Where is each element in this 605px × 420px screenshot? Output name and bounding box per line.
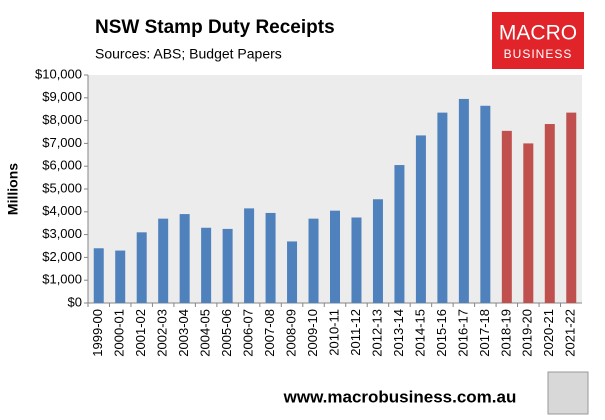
- chart-subtitle: Sources: ABS; Budget Papers: [95, 46, 282, 62]
- x-tick-label: 2008-09: [283, 309, 298, 357]
- x-tick-label: 2002-03: [155, 309, 170, 357]
- bar: [201, 227, 212, 303]
- bar: [458, 98, 469, 303]
- x-tick-label: 2014-15: [412, 309, 427, 357]
- bar: [179, 214, 190, 303]
- y-tick-label: $4,000: [42, 203, 82, 218]
- bar: [501, 130, 512, 303]
- x-tick-label: 2010-11: [326, 309, 341, 356]
- x-tick-label: 2007-08: [262, 309, 277, 357]
- bar: [308, 218, 319, 303]
- y-tick-label: $6,000: [42, 158, 82, 173]
- y-axis-label: Millions: [5, 163, 21, 215]
- y-tick-label: $5,000: [42, 180, 82, 195]
- y-tick-label: $2,000: [42, 249, 82, 264]
- bar: [93, 248, 104, 303]
- x-tick-label: 2003-04: [176, 309, 191, 357]
- y-tick-label: $9,000: [42, 89, 82, 104]
- x-tick-label: 2013-14: [391, 309, 406, 357]
- x-tick-label: 2012-13: [369, 309, 384, 357]
- x-tick-label: 2021-22: [563, 309, 578, 357]
- bar: [544, 124, 555, 304]
- x-tick-label: 2004-05: [198, 309, 213, 357]
- y-tick-label: $8,000: [42, 112, 82, 127]
- bar: [287, 241, 298, 303]
- bar: [480, 105, 491, 303]
- bar: [115, 250, 126, 303]
- x-tick-label: 2016-17: [455, 309, 470, 357]
- footer: www.macrobusiness.com.au: [283, 387, 517, 406]
- logo-text: MACRO: [499, 22, 577, 45]
- bar: [136, 232, 147, 303]
- logo-text: BUSINESS: [504, 47, 573, 61]
- bar: [566, 112, 577, 304]
- bar: [222, 228, 233, 303]
- logo-image: [547, 371, 589, 415]
- y-tick-label: $7,000: [42, 135, 82, 150]
- x-tick-label: 2015-16: [434, 309, 449, 357]
- bar: [372, 199, 383, 303]
- bar: [158, 218, 169, 303]
- bar: [265, 212, 276, 303]
- logo: [492, 12, 584, 69]
- x-tick-label: 2017-18: [477, 309, 492, 357]
- x-tick-label: 1999-00: [90, 309, 105, 357]
- bar: [330, 210, 340, 303]
- x-tick-label: 2018-19: [498, 309, 513, 357]
- bar: [394, 165, 405, 303]
- bar: [244, 208, 255, 303]
- x-tick-label: 2006-07: [241, 309, 256, 357]
- x-tick-label: 2009-10: [305, 309, 320, 357]
- y-tick-label: $3,000: [42, 226, 82, 241]
- chart-title: NSW Stamp Duty Receipts: [95, 17, 335, 38]
- y-tick-label: $10,000: [35, 66, 82, 81]
- x-tick-label: 2019-20: [520, 309, 535, 357]
- x-tick-label: 2005-06: [219, 309, 234, 357]
- y-tick-label: $1,000: [42, 272, 82, 287]
- x-tick-label: 2001-02: [133, 309, 148, 357]
- bar: [351, 217, 362, 303]
- bar: [437, 112, 448, 304]
- x-tick-label: 2020-21: [541, 309, 556, 357]
- x-tick-label: 2011-12: [348, 309, 363, 356]
- bar: [523, 143, 534, 303]
- y-tick-label: $0: [68, 294, 82, 309]
- x-tick-label: 2000-01: [112, 309, 127, 357]
- bar: [415, 135, 426, 303]
